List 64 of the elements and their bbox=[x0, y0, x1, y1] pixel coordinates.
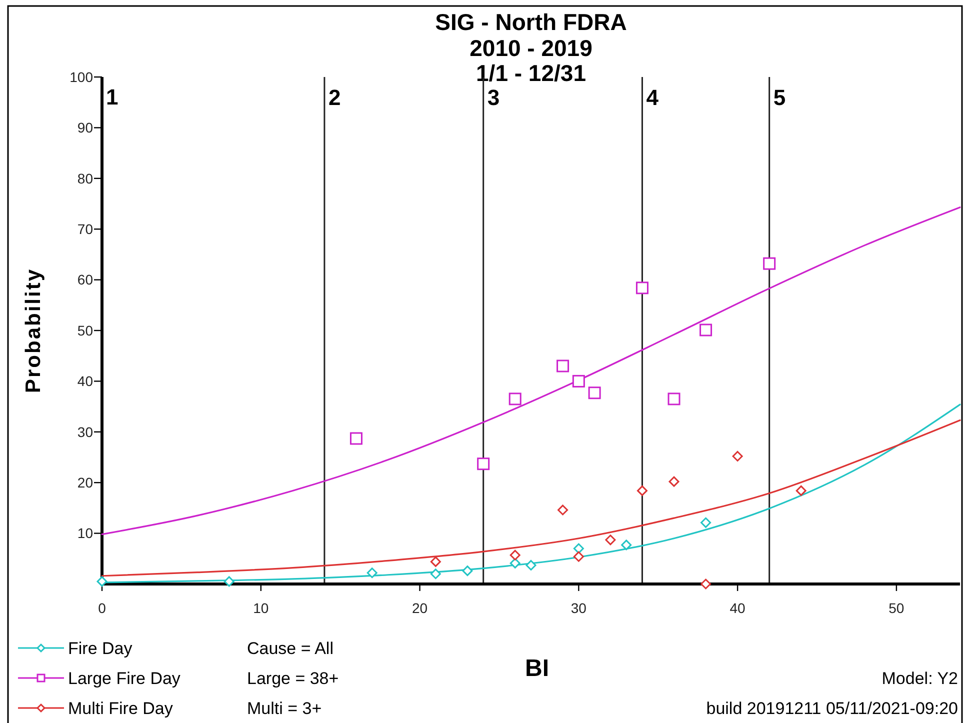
y-tick-label: 80 bbox=[77, 170, 94, 186]
point bbox=[700, 578, 712, 590]
point bbox=[700, 517, 712, 528]
x-tick-label: 20 bbox=[412, 600, 428, 616]
y-tick-label: 10 bbox=[77, 525, 94, 542]
point bbox=[430, 556, 441, 567]
point bbox=[668, 476, 680, 487]
legend-label: Large Fire Day bbox=[68, 668, 181, 688]
annotation: 2 bbox=[328, 84, 341, 110]
y-tick-label: 50 bbox=[77, 322, 94, 338]
x-tick-label: 0 bbox=[98, 600, 106, 616]
y-tick-label: 70 bbox=[77, 221, 94, 237]
point bbox=[732, 450, 743, 462]
x-tick-label: 10 bbox=[253, 600, 269, 616]
point bbox=[510, 558, 520, 568]
point bbox=[636, 282, 648, 294]
point bbox=[350, 432, 362, 445]
point bbox=[430, 568, 441, 580]
point bbox=[588, 386, 601, 400]
point bbox=[573, 543, 584, 554]
x-tick-label: 40 bbox=[730, 600, 746, 616]
text: build 20191211 05/11/2021-09:20 bbox=[706, 698, 958, 718]
point bbox=[558, 504, 568, 516]
point bbox=[556, 360, 570, 372]
annotation: 5 bbox=[773, 84, 786, 110]
y-tick-label: 30 bbox=[77, 424, 94, 440]
annotation: 1 bbox=[106, 84, 118, 110]
point bbox=[510, 550, 520, 560]
point bbox=[508, 392, 522, 406]
y-tick-label: 40 bbox=[77, 373, 94, 390]
text: Cause = All bbox=[247, 638, 334, 658]
line-series bbox=[101, 206, 961, 536]
y-tick-label: 60 bbox=[77, 272, 94, 288]
point bbox=[763, 257, 776, 270]
point bbox=[700, 324, 712, 336]
point bbox=[96, 576, 108, 587]
point bbox=[572, 374, 585, 388]
point bbox=[668, 392, 680, 406]
point bbox=[621, 540, 632, 550]
x-axis-title: BI bbox=[525, 655, 549, 682]
chart-title: SIG - North FDRA bbox=[435, 9, 627, 35]
point bbox=[462, 566, 473, 576]
y-tick-label: 20 bbox=[77, 474, 94, 490]
y-tick-label: 100 bbox=[70, 68, 94, 85]
point bbox=[224, 576, 234, 587]
legend-label: Fire Day bbox=[68, 638, 133, 658]
text: Large = 38+ bbox=[247, 668, 339, 688]
point bbox=[605, 534, 616, 546]
point bbox=[796, 485, 806, 496]
text: Model: Y2 bbox=[882, 668, 958, 688]
text: Multi = 3+ bbox=[247, 698, 322, 718]
point bbox=[526, 560, 536, 570]
legend-label: Multi Fire Day bbox=[68, 698, 174, 718]
annotation: 4 bbox=[646, 84, 660, 110]
y-axis-title: Probability bbox=[22, 268, 45, 394]
x-tick-label: 30 bbox=[570, 600, 587, 616]
annotation: 3 bbox=[487, 84, 500, 110]
chart-subtitle: 2010 - 2019 1/1 - 12/31 bbox=[470, 35, 592, 86]
point bbox=[366, 568, 378, 578]
point bbox=[573, 551, 584, 562]
x-tick-label: 50 bbox=[888, 600, 904, 616]
point bbox=[636, 485, 648, 496]
y-tick-label: 90 bbox=[77, 120, 94, 136]
point bbox=[477, 458, 490, 470]
